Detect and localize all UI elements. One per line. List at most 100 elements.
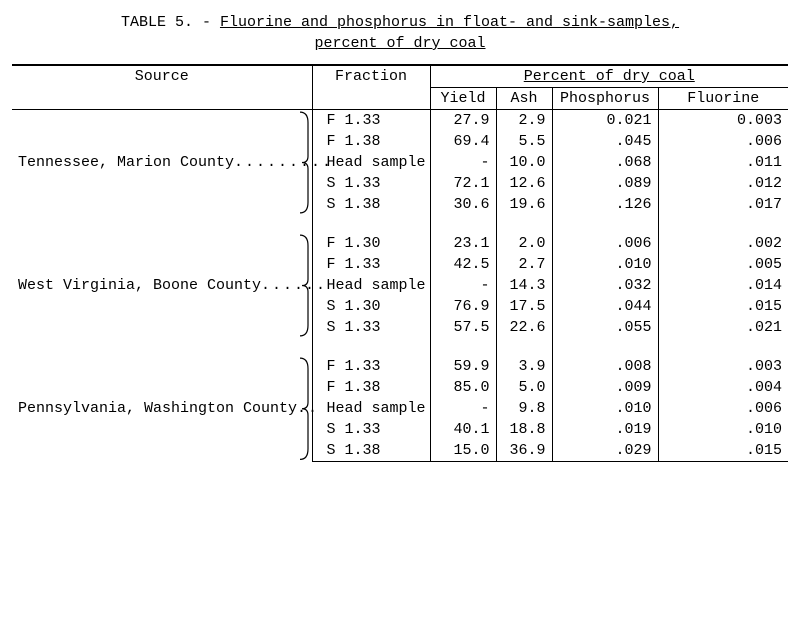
ash-cell: 18.8 xyxy=(496,419,552,440)
fluorine-cell: .015 xyxy=(658,440,788,462)
phosphorus-cell: .010 xyxy=(552,254,658,275)
yield-cell: 59.9 xyxy=(430,356,496,377)
fluorine-cell: .006 xyxy=(658,398,788,419)
fraction-cell: S 1.33 xyxy=(312,419,430,440)
yield-cell: - xyxy=(430,398,496,419)
ash-cell: 2.7 xyxy=(496,254,552,275)
phosphorus-cell: .089 xyxy=(552,173,658,194)
fraction-cell: F 1.33 xyxy=(312,356,430,377)
yield-cell: 72.1 xyxy=(430,173,496,194)
ash-cell: 9.8 xyxy=(496,398,552,419)
curly-brace-icon xyxy=(300,356,310,462)
phosphorus-cell: 0.021 xyxy=(552,110,658,132)
ash-cell: 36.9 xyxy=(496,440,552,462)
phosphorus-cell: .010 xyxy=(552,398,658,419)
phosphorus-cell: .044 xyxy=(552,296,658,317)
fluorine-cell: .012 xyxy=(658,173,788,194)
fluorine-cell: .014 xyxy=(658,275,788,296)
col-phosphorus: Phosphorus xyxy=(552,88,658,110)
title-main-text: Fluorine and phosphorus in float- and si… xyxy=(220,14,679,31)
phosphorus-cell: .008 xyxy=(552,356,658,377)
fluorine-cell: .017 xyxy=(658,194,788,215)
col-group-percent: Percent of dry coal xyxy=(430,65,788,88)
fraction-cell: F 1.38 xyxy=(312,377,430,398)
ash-cell: 2.9 xyxy=(496,110,552,132)
col-fraction: Fraction xyxy=(312,65,430,110)
ash-cell: 5.0 xyxy=(496,377,552,398)
yield-cell: 42.5 xyxy=(430,254,496,275)
col-ash: Ash xyxy=(496,88,552,110)
phosphorus-cell: .029 xyxy=(552,440,658,462)
fraction-cell: S 1.38 xyxy=(312,194,430,215)
col-source: Source xyxy=(12,65,312,110)
fraction-cell: F 1.33 xyxy=(312,254,430,275)
yield-cell: 69.4 xyxy=(430,131,496,152)
title-sub-text: percent of dry coal xyxy=(314,35,485,52)
fraction-cell: Head sample xyxy=(312,398,430,419)
phosphorus-cell: .032 xyxy=(552,275,658,296)
source-label: Pennsylvania, Washington County.. xyxy=(18,400,319,417)
phosphorus-cell: .006 xyxy=(552,233,658,254)
ash-cell: 22.6 xyxy=(496,317,552,338)
source-cell: Pennsylvania, Washington County.. xyxy=(12,356,312,462)
source-cell: Tennessee, Marion County......... xyxy=(12,110,312,216)
yield-cell: - xyxy=(430,152,496,173)
yield-cell: 15.0 xyxy=(430,440,496,462)
ash-cell: 5.5 xyxy=(496,131,552,152)
table-row: Tennessee, Marion County.........F 1.332… xyxy=(12,110,788,132)
ash-cell: 14.3 xyxy=(496,275,552,296)
table-title: TABLE 5. - Fluorine and phosphorus in fl… xyxy=(12,12,788,54)
yield-cell: 85.0 xyxy=(430,377,496,398)
source-label: West Virginia, Boone County...... xyxy=(18,277,327,294)
yield-cell: 57.5 xyxy=(430,317,496,338)
phosphorus-cell: .055 xyxy=(552,317,658,338)
yield-cell: 23.1 xyxy=(430,233,496,254)
yield-cell: 76.9 xyxy=(430,296,496,317)
fluorine-cell: .011 xyxy=(658,152,788,173)
data-table: Source Fraction Percent of dry coal Yiel… xyxy=(12,64,788,462)
fluorine-cell: .021 xyxy=(658,317,788,338)
col-yield: Yield xyxy=(430,88,496,110)
fluorine-cell: .015 xyxy=(658,296,788,317)
yield-cell: 30.6 xyxy=(430,194,496,215)
table-body: Tennessee, Marion County.........F 1.332… xyxy=(12,110,788,462)
curly-brace-icon xyxy=(300,110,310,215)
ash-cell: 3.9 xyxy=(496,356,552,377)
fraction-cell: S 1.33 xyxy=(312,317,430,338)
ash-cell: 12.6 xyxy=(496,173,552,194)
phosphorus-cell: .068 xyxy=(552,152,658,173)
header-row-1: Source Fraction Percent of dry coal xyxy=(12,65,788,88)
fluorine-cell: 0.003 xyxy=(658,110,788,132)
fluorine-cell: .004 xyxy=(658,377,788,398)
ash-cell: 2.0 xyxy=(496,233,552,254)
fraction-cell: S 1.33 xyxy=(312,173,430,194)
phosphorus-cell: .126 xyxy=(552,194,658,215)
yield-cell: 27.9 xyxy=(430,110,496,132)
fraction-cell: F 1.33 xyxy=(312,110,430,132)
yield-cell: - xyxy=(430,275,496,296)
phosphorus-cell: .009 xyxy=(552,377,658,398)
fluorine-cell: .002 xyxy=(658,233,788,254)
ash-cell: 17.5 xyxy=(496,296,552,317)
ash-cell: 10.0 xyxy=(496,152,552,173)
col-fluorine: Fluorine xyxy=(658,88,788,110)
source-cell: West Virginia, Boone County...... xyxy=(12,233,312,338)
spacer-row xyxy=(12,338,788,356)
fluorine-cell: .003 xyxy=(658,356,788,377)
phosphorus-cell: .045 xyxy=(552,131,658,152)
ash-cell: 19.6 xyxy=(496,194,552,215)
table-row: West Virginia, Boone County......F 1.302… xyxy=(12,233,788,254)
source-label: Tennessee, Marion County......... xyxy=(18,154,333,171)
fluorine-cell: .005 xyxy=(658,254,788,275)
phosphorus-cell: .019 xyxy=(552,419,658,440)
curly-brace-icon xyxy=(300,233,310,338)
spacer-row xyxy=(12,215,788,233)
fraction-cell: Head sample xyxy=(312,275,430,296)
fraction-cell: F 1.38 xyxy=(312,131,430,152)
fraction-cell: S 1.38 xyxy=(312,440,430,462)
fluorine-cell: .006 xyxy=(658,131,788,152)
title-prefix: TABLE 5. - xyxy=(121,14,220,31)
fraction-cell: S 1.30 xyxy=(312,296,430,317)
yield-cell: 40.1 xyxy=(430,419,496,440)
table-row: Pennsylvania, Washington County..F 1.335… xyxy=(12,356,788,377)
